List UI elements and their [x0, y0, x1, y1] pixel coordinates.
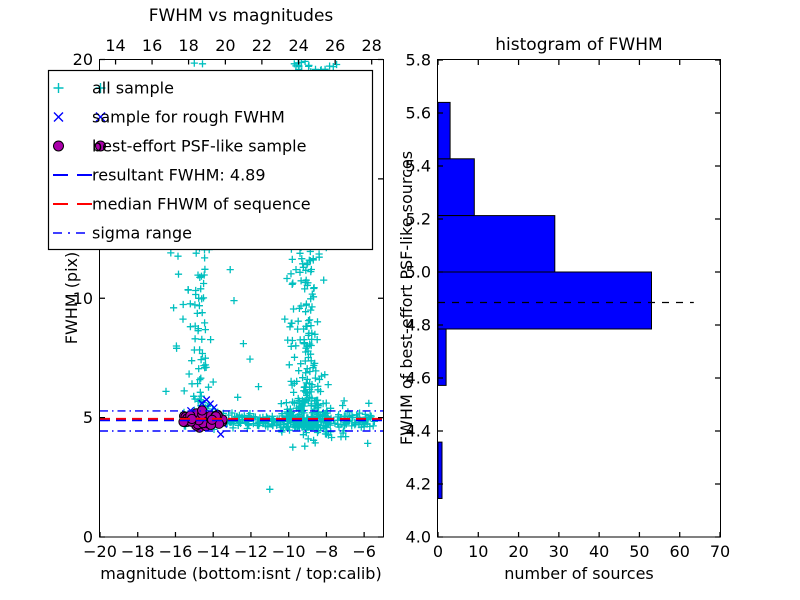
left-plot-xlabel: magnitude (bottom:isnt / top:calib) — [100, 564, 381, 583]
tick-label: 4.6 — [406, 369, 431, 388]
tick-label: −8 — [315, 542, 339, 561]
tick-label: −20 — [83, 542, 117, 561]
legend-handle-plus-icon — [95, 83, 106, 93]
tick-label: −10 — [272, 542, 306, 561]
tick-label: 40 — [589, 542, 609, 561]
legend: all sample sample for rough FWHM best-effo… — [47, 69, 374, 251]
legend-item-label: sigma range — [92, 224, 192, 243]
legend-box — [47, 69, 374, 251]
tick-label: −18 — [121, 542, 155, 561]
tick-label: 5.0 — [406, 263, 431, 282]
tick-label: 70 — [710, 542, 730, 561]
tick-label: 0 — [83, 528, 93, 547]
tick-label: 16 — [142, 36, 162, 55]
left-plot-title: FWHM vs magnitudes — [149, 6, 334, 26]
legend-item-label: all sample — [92, 79, 174, 98]
left-axes-frame — [99, 59, 384, 538]
right-axes-data — [438, 101, 694, 500]
right-plot-ylabel: FWHM of best-effort PSF-like sources — [397, 151, 416, 445]
left-plot-ylabel: FWHM (pix) — [62, 252, 81, 345]
tick-label: 30 — [549, 542, 569, 561]
hist-bar — [438, 328, 447, 386]
legend-handle-circle-icon — [53, 140, 64, 152]
tick-label: 18 — [178, 36, 198, 55]
tick-label: 5 — [83, 408, 93, 427]
tick-label: −12 — [234, 542, 268, 561]
tick-label: 4.0 — [406, 528, 431, 547]
left-axes-data — [100, 59, 383, 493]
right-plot-xlabel: number of sources — [504, 564, 654, 583]
tick-label: 5.8 — [406, 51, 431, 70]
legend-handle-plus-icon — [53, 83, 64, 93]
right-axes-frame — [437, 59, 721, 538]
hist-bar — [438, 215, 556, 273]
legend-handle-x-icon — [95, 112, 106, 122]
tick-label: 4.8 — [406, 316, 431, 335]
tick-label: 10 — [468, 542, 488, 561]
hist-bar — [438, 271, 652, 330]
tick-label: 4.4 — [406, 422, 431, 441]
legend-handle-x-icon — [53, 112, 64, 122]
hist-bar — [438, 101, 451, 160]
tick-label: 60 — [670, 542, 690, 561]
tick-label: 5.6 — [406, 104, 431, 123]
tick-label: 20 — [508, 542, 528, 561]
tick-label: 20 — [73, 50, 93, 69]
tick-label: 4.2 — [406, 475, 431, 494]
legend-item-label: sample for rough FWHM — [92, 108, 285, 127]
hist-bar — [438, 441, 443, 500]
tick-label: 50 — [629, 542, 649, 561]
tick-label: −14 — [196, 542, 230, 561]
tick-label: 0 — [433, 542, 443, 561]
tick-label: 20 — [215, 36, 235, 55]
tick-label: 26 — [325, 36, 345, 55]
tick-label: 28 — [362, 36, 382, 55]
legend-item-label: resultant FWHM: 4.89 — [92, 166, 266, 185]
legend-handle-circle-icon — [95, 140, 106, 152]
legend-item-label: median FHWM of sequence — [92, 195, 311, 214]
tick-label: 10 — [73, 289, 93, 308]
tick-label: 5.2 — [406, 210, 431, 229]
tick-label: 5.4 — [406, 157, 431, 176]
plot-layer: −20 −18 −16 −14 −12 −10 −8 −6 14 16 18 20 22 24 26 28 0 5… — [47, 36, 730, 561]
tick-label: −16 — [159, 542, 193, 561]
tick-label: 22 — [252, 36, 272, 55]
tick-label: 24 — [288, 36, 308, 55]
tick-label: −6 — [352, 542, 376, 561]
hist-bar — [438, 158, 475, 217]
right-plot-title: histogram of FWHM — [495, 35, 662, 55]
legend-item-label: best-effort PSF-like sample — [92, 137, 306, 156]
tick-label: 14 — [105, 36, 125, 55]
